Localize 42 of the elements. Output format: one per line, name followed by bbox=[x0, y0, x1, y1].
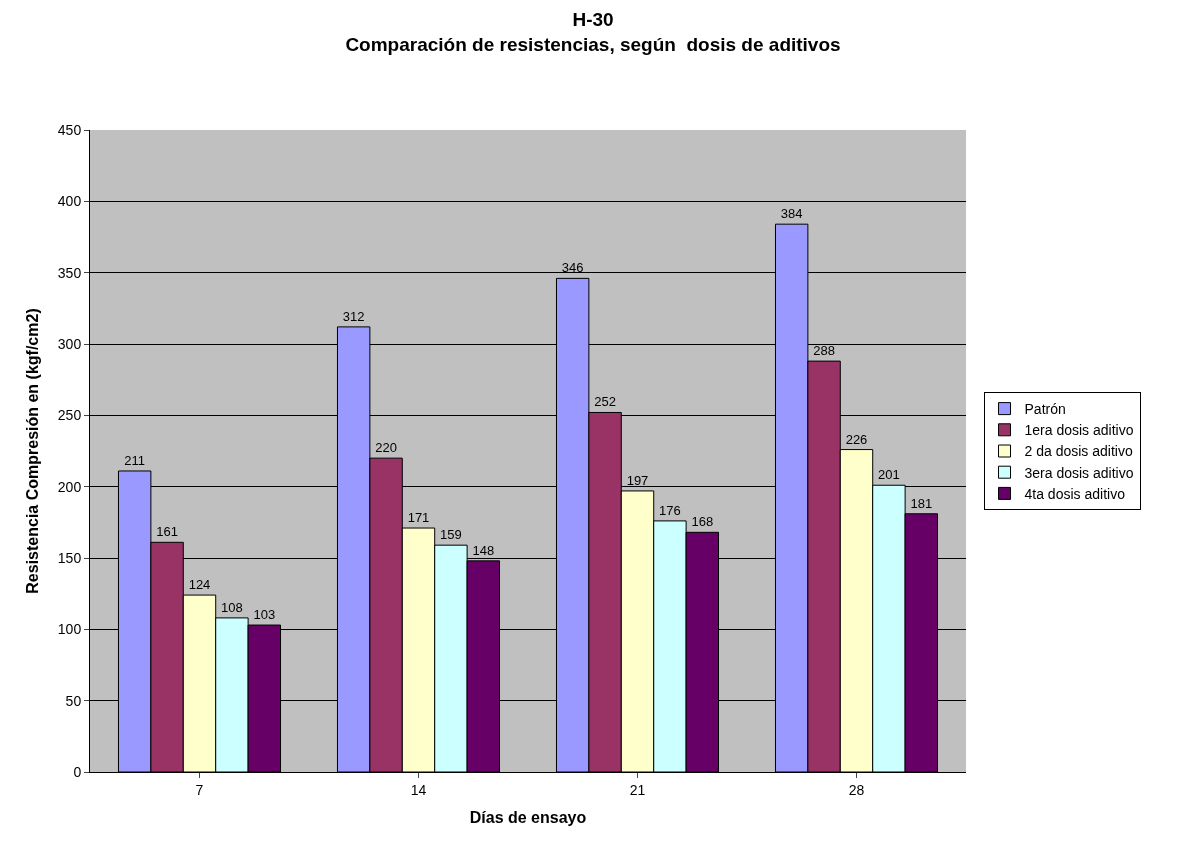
y-tick-label: 400 bbox=[57, 193, 82, 210]
y-tick-label: 50 bbox=[65, 692, 82, 709]
data-label: 384 bbox=[780, 206, 803, 222]
x-tick-label: 14 bbox=[410, 781, 427, 798]
data-label: 148 bbox=[472, 542, 495, 558]
y-tick-label: 0 bbox=[73, 763, 82, 780]
legend-label: 1era dosis aditivo bbox=[1024, 422, 1134, 439]
legend-label: Patrón bbox=[1024, 401, 1066, 418]
data-label: 108 bbox=[221, 599, 243, 615]
data-label: 176 bbox=[659, 502, 681, 518]
y-tick-label: 450 bbox=[57, 121, 82, 138]
legend-label: 4ta dosis aditivo bbox=[1024, 485, 1126, 502]
x-tick-label: 28 bbox=[848, 781, 865, 798]
data-label: 197 bbox=[626, 472, 649, 488]
data-label: 159 bbox=[440, 527, 462, 543]
x-tick-label: 7 bbox=[195, 781, 204, 798]
legend-label: 3era dosis aditivo bbox=[1024, 464, 1134, 481]
data-label: 161 bbox=[156, 524, 178, 540]
data-label: 312 bbox=[342, 308, 365, 324]
y-tick-label: 200 bbox=[57, 478, 82, 495]
legend-label: 2 da dosis aditivo bbox=[1024, 443, 1133, 460]
data-label: 211 bbox=[124, 452, 146, 468]
y-tick-label: 150 bbox=[57, 549, 82, 566]
data-label: 103 bbox=[253, 607, 276, 623]
x-axis-title: Días de ensayo bbox=[469, 809, 587, 827]
data-label: 226 bbox=[845, 431, 868, 447]
chart-title: H-30 Comparación de resistencias, según dosis de aditivos bbox=[345, 8, 841, 55]
data-label: 201 bbox=[878, 467, 900, 483]
x-tick-label: 21 bbox=[629, 781, 646, 798]
y-axis-title: Resistencia Compresión en (kgf/cm2) bbox=[23, 308, 41, 594]
y-tick-label: 300 bbox=[57, 335, 82, 352]
data-label: 168 bbox=[691, 514, 714, 530]
data-label: 220 bbox=[375, 440, 397, 456]
data-label: 181 bbox=[910, 495, 933, 511]
y-tick-label: 250 bbox=[57, 407, 82, 424]
data-label: 288 bbox=[813, 343, 835, 359]
data-label: 252 bbox=[594, 394, 616, 410]
data-label: 124 bbox=[188, 577, 211, 593]
y-tick-label: 350 bbox=[57, 264, 82, 281]
data-label: 171 bbox=[407, 510, 430, 526]
data-label: 346 bbox=[561, 260, 584, 276]
y-tick-label: 100 bbox=[57, 621, 82, 638]
